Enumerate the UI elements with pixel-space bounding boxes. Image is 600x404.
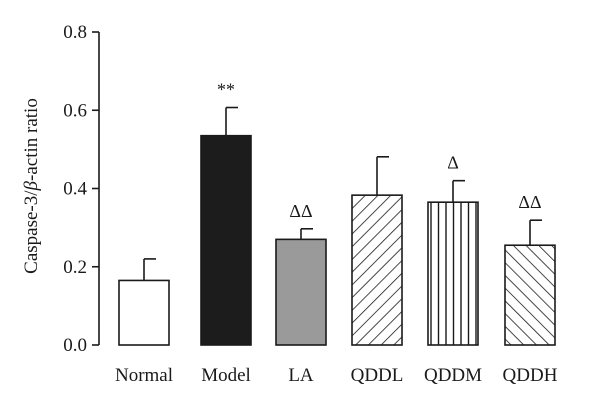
y-tick-label: 0.6 bbox=[63, 100, 87, 121]
y-tick-label: 0.8 bbox=[63, 22, 87, 43]
bar-model bbox=[200, 134, 252, 346]
y-tick-label: 0.4 bbox=[63, 179, 87, 200]
significance-label: ** bbox=[217, 80, 235, 100]
bar-la bbox=[275, 238, 327, 346]
y-tick-label: 0.0 bbox=[63, 335, 87, 356]
x-tick-label: QDDL bbox=[351, 365, 404, 386]
x-tick-label: Model bbox=[201, 365, 251, 386]
x-tick-label: QDDH bbox=[503, 365, 558, 386]
x-tick-label: QDDM bbox=[424, 365, 482, 386]
bar-qddm bbox=[427, 201, 479, 346]
y-tick-label: 0.2 bbox=[63, 257, 87, 278]
y-axis-label: Caspase-3/β-actin ratio bbox=[21, 98, 42, 274]
significance-label: Δ bbox=[447, 153, 459, 173]
bar-qddh bbox=[504, 244, 556, 346]
bars-group bbox=[118, 106, 556, 346]
axes bbox=[92, 31, 100, 346]
significance-label: ΔΔ bbox=[289, 201, 312, 221]
labels-group: 0.0 0.2 0.4 0.6 0.8 Normal Model ** LA ΔΔ QDDL QDDM… bbox=[63, 22, 557, 386]
x-tick-label: Normal bbox=[115, 365, 173, 386]
x-tick-label: LA bbox=[288, 365, 314, 386]
significance-label: ΔΔ bbox=[518, 192, 541, 212]
bar-qddl bbox=[351, 194, 403, 346]
bar-normal bbox=[118, 279, 170, 346]
